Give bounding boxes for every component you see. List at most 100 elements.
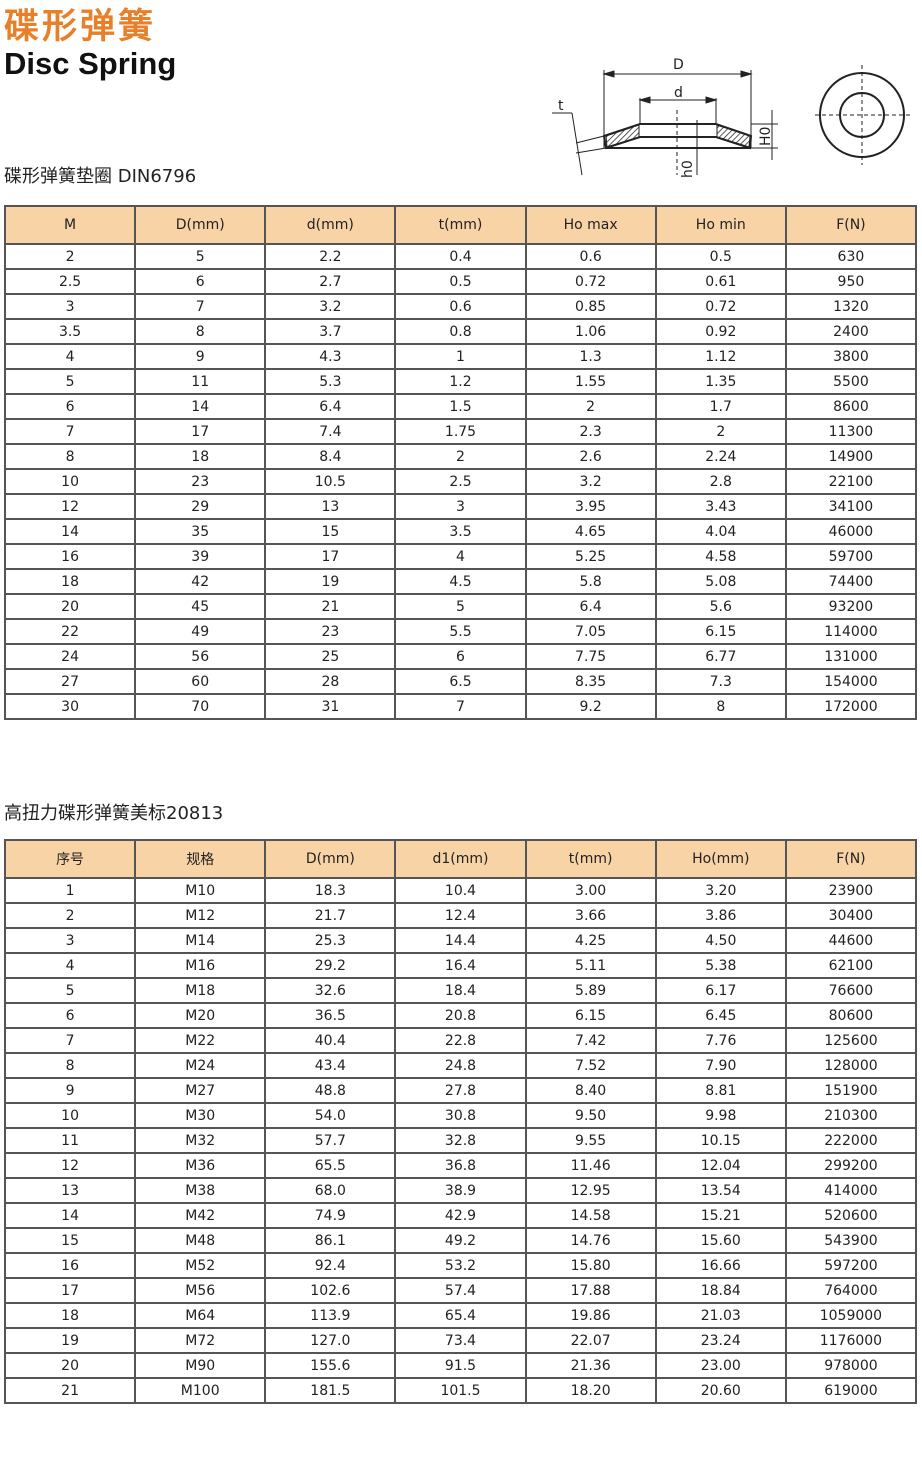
table-cell: 20 [3, 593, 137, 620]
table-cell: 1.75 [394, 418, 527, 445]
table-cell: 7.52 [524, 1052, 657, 1079]
table-cell: 8.35 [524, 668, 657, 695]
column-header: D(mm) [264, 839, 397, 879]
table-cell: 7.75 [524, 643, 657, 670]
table-cell: 38.9 [394, 1177, 527, 1204]
table-cell: 1059000 [784, 1302, 918, 1329]
table-cell: 59700 [784, 543, 918, 570]
table-cell: M38 [134, 1177, 267, 1204]
table-cell: 15 [3, 1227, 137, 1254]
table-cell: 0.85 [524, 293, 657, 320]
table-row: 2 5 2.2 0.4 0.6 0.5 630 [3, 243, 918, 270]
table-cell: 5.38 [654, 952, 787, 979]
table-cell: 128000 [784, 1052, 918, 1079]
table-cell: 0.72 [654, 293, 787, 320]
table-cell: 17 [134, 418, 267, 445]
table-cell: 6.5 [394, 668, 527, 695]
table-cell: M12 [134, 902, 267, 929]
column-header: t(mm) [524, 839, 657, 879]
table-cell: 32.8 [394, 1127, 527, 1154]
table-cell: 56 [134, 643, 267, 670]
table-cell: 15 [264, 518, 397, 545]
table-cell: 6.4 [264, 393, 397, 420]
table-cell: 8 [134, 318, 267, 345]
table-cell: 9 [3, 1077, 137, 1104]
table-cell: 7 [394, 693, 527, 720]
table-cell: 24.8 [394, 1052, 527, 1079]
table-cell: 9.50 [524, 1102, 657, 1129]
table-cell: 6.15 [654, 618, 787, 645]
table-cell: 210300 [784, 1102, 918, 1129]
table-cell: 14 [134, 393, 267, 420]
table-cell: 11 [3, 1127, 137, 1154]
table-cell: 15.60 [654, 1227, 787, 1254]
table-cell: 7.76 [654, 1027, 787, 1054]
table-cell: 19 [264, 568, 397, 595]
table-cell: 0.8 [394, 318, 527, 345]
table-cell: 131000 [784, 643, 918, 670]
table-cell: 4.5 [394, 568, 527, 595]
table-cell: 86.1 [264, 1227, 397, 1254]
table-row: 3 7 3.2 0.6 0.85 0.72 1320 [3, 293, 918, 320]
table-cell: 2 [524, 393, 657, 420]
table-cell: 10 [3, 468, 137, 495]
table-cell: 978000 [784, 1352, 918, 1379]
table-cell: 15.80 [524, 1252, 657, 1279]
table-cell: 22.07 [524, 1327, 657, 1354]
table-cell: 74400 [784, 568, 918, 595]
table-cell: 1.7 [654, 393, 787, 420]
table-cell: 36.5 [264, 1002, 397, 1029]
table-row: 3 M14 25.3 14.4 4.25 4.50 44600 [3, 927, 918, 954]
table-cell: 1.06 [524, 318, 657, 345]
table-cell: 13 [3, 1177, 137, 1204]
page-title-chinese: 碟形弹簧 [4, 7, 157, 47]
table-cell: 4.65 [524, 518, 657, 545]
table-cell: 68.0 [264, 1177, 397, 1204]
table-cell: 62100 [784, 952, 918, 979]
table-cell: 3.66 [524, 902, 657, 929]
table-cell: 1.2 [394, 368, 527, 395]
table-row: 1 M10 18.3 10.4 3.00 3.20 23900 [3, 877, 918, 904]
table-row: 6 14 6.4 1.5 2 1.7 8600 [3, 393, 918, 420]
table-cell: 74.9 [264, 1202, 397, 1229]
table-cell: 5 [394, 593, 527, 620]
column-header: 规格 [134, 839, 267, 879]
table-cell: 2.24 [654, 443, 787, 470]
table-cell: 127.0 [264, 1327, 397, 1354]
column-header: F(N) [784, 205, 918, 245]
table-cell: 3.00 [524, 877, 657, 904]
table-cell: 80600 [784, 1002, 918, 1029]
table-cell: 8 [654, 693, 787, 720]
table-cell: M14 [134, 927, 267, 954]
table-cell: M30 [134, 1102, 267, 1129]
table-row: 21 M100 181.5 101.5 18.20 20.60 619000 [3, 1377, 918, 1404]
table-cell: 0.61 [654, 268, 787, 295]
table-row: 4 M16 29.2 16.4 5.11 5.38 62100 [3, 952, 918, 979]
table-cell: 18.4 [394, 977, 527, 1004]
table-cell: 17 [3, 1277, 137, 1304]
table-cell: 70 [134, 693, 267, 720]
table-cell: 10.15 [654, 1127, 787, 1154]
table-cell: 0.72 [524, 268, 657, 295]
section-title-us-standard: 高扭力碟形弹簧美标20813 [4, 803, 224, 824]
table-cell: M56 [134, 1277, 267, 1304]
table-row: 6 M20 36.5 20.8 6.15 6.45 80600 [3, 1002, 918, 1029]
table-cell: 2400 [784, 318, 918, 345]
table-cell: 30400 [784, 902, 918, 929]
table-cell: 1176000 [784, 1327, 918, 1354]
table-cell: 5.11 [524, 952, 657, 979]
table-row: 8 M24 43.4 24.8 7.52 7.90 128000 [3, 1052, 918, 1079]
table-cell: 13 [264, 493, 397, 520]
table-cell: 31 [264, 693, 397, 720]
table-cell: 20.8 [394, 1002, 527, 1029]
table-row: 8 18 8.4 2 2.6 2.24 14900 [3, 443, 918, 470]
table-cell: 8.40 [524, 1077, 657, 1104]
table-cell: 10.4 [394, 877, 527, 904]
table-cell: 8.81 [654, 1077, 787, 1104]
table-cell: 12.04 [654, 1152, 787, 1179]
table-cell: 5.08 [654, 568, 787, 595]
table-cell: 7.05 [524, 618, 657, 645]
table-cell: 6.4 [524, 593, 657, 620]
table-cell: 7.3 [654, 668, 787, 695]
table-cell: 414000 [784, 1177, 918, 1204]
